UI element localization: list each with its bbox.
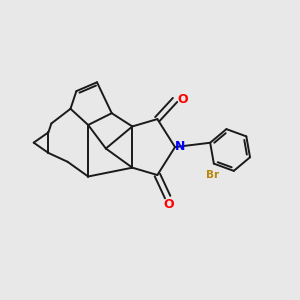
Text: Br: Br xyxy=(206,170,219,180)
Text: N: N xyxy=(175,140,185,153)
Text: O: O xyxy=(177,93,188,106)
Text: O: O xyxy=(164,198,175,211)
